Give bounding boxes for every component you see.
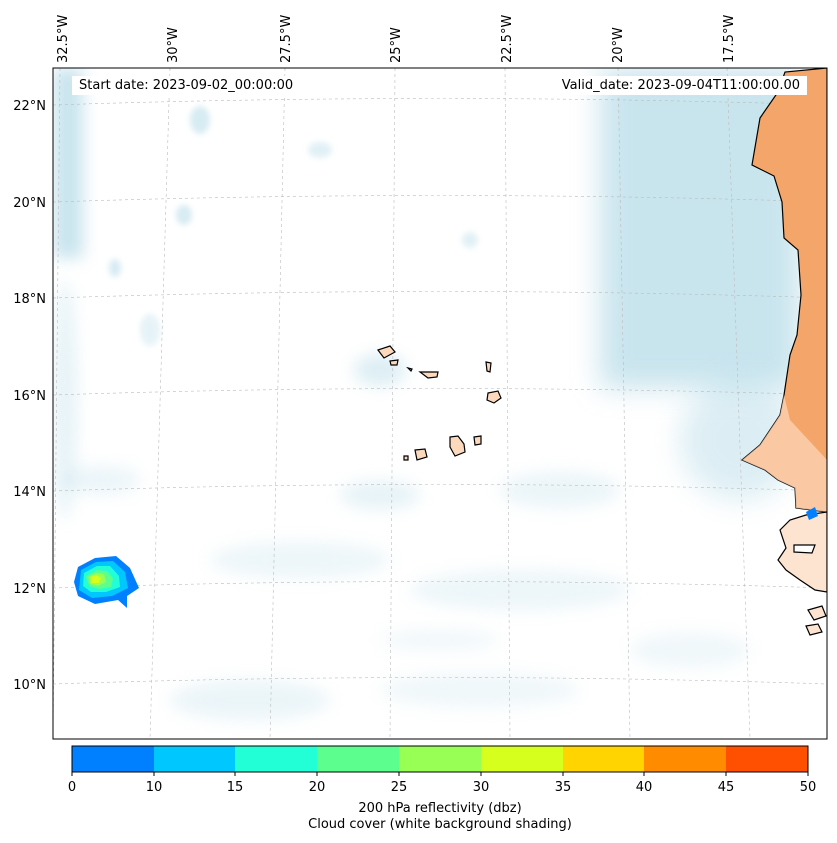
lat-label: 12°N (13, 582, 46, 597)
colorbar-label: 200 hPa reflectivity (dbz) (358, 801, 522, 816)
lat-label: 14°N (13, 485, 46, 500)
lon-label: 32.5°W (56, 15, 71, 63)
colorbar-segment (317, 746, 399, 772)
colorbar-segment (726, 746, 808, 772)
colorbar-segment (154, 746, 236, 772)
lon-label: 27.5°W (279, 15, 294, 63)
reflectivity-cell (74, 556, 139, 608)
colorbar-tick-label: 20 (309, 780, 326, 795)
lat-label: 20°N (13, 196, 46, 211)
reflectivity-coastal-cell (806, 507, 818, 520)
lat-label: 10°N (13, 678, 46, 693)
colorbar-tick-label: 45 (718, 780, 735, 795)
colorbar-segment (72, 746, 154, 772)
colorbar: 0 10 15 20 25 30 35 40 45 50 (68, 745, 817, 795)
africa-mainland (740, 68, 827, 636)
colorbar-tick-label: 35 (555, 780, 572, 795)
colorbar-segment (644, 746, 726, 772)
colorbar-sublabel: Cloud cover (white background shading) (308, 817, 572, 832)
valid-date-label: Valid_date: 2023-09-04T11:00:00.00 (554, 76, 807, 95)
map-panel (53, 68, 827, 739)
colorbar-tick-label: 10 (146, 780, 163, 795)
land-south-light (742, 395, 827, 512)
colorbar-tick-label: 25 (391, 780, 408, 795)
lon-label: 20°W (611, 27, 626, 63)
colorbar-frame (71, 745, 809, 773)
lon-label: 30°W (166, 27, 181, 63)
colorbar-tick-label: 40 (636, 780, 653, 795)
colorbar-tick-label: 0 (68, 780, 76, 795)
colorbar-tick-label: 15 (227, 780, 244, 795)
longitude-labels: 32.5°W 30°W 27.5°W 25°W 22.5°W 20°W 17.5… (56, 15, 737, 63)
lon-label: 25°W (389, 27, 404, 63)
lat-label: 18°N (13, 292, 46, 307)
lon-label: 17.5°W (722, 15, 737, 63)
lon-label: 22.5°W (500, 15, 515, 63)
colorbar-caption: 200 hPa reflectivity (dbz) Cloud cover (… (72, 801, 808, 833)
latitude-labels: 22°N 20°N 18°N 16°N 14°N 12°N 10°N (13, 99, 46, 693)
cape-verde-islands (377, 345, 502, 461)
colorbar-tick-label: 30 (473, 780, 490, 795)
lat-label: 22°N (13, 99, 46, 114)
gridlines (53, 68, 827, 739)
colorbar-tick-label: 50 (800, 780, 817, 795)
colorbar-segment (235, 746, 317, 772)
colorbar-segment (399, 746, 481, 772)
colorbar-segment (563, 746, 645, 772)
lat-label: 16°N (13, 389, 46, 404)
start-date-label: Start date: 2023-09-02_00:00:00 (72, 76, 301, 95)
map-frame (52, 67, 828, 740)
colorbar-segment (481, 746, 563, 772)
